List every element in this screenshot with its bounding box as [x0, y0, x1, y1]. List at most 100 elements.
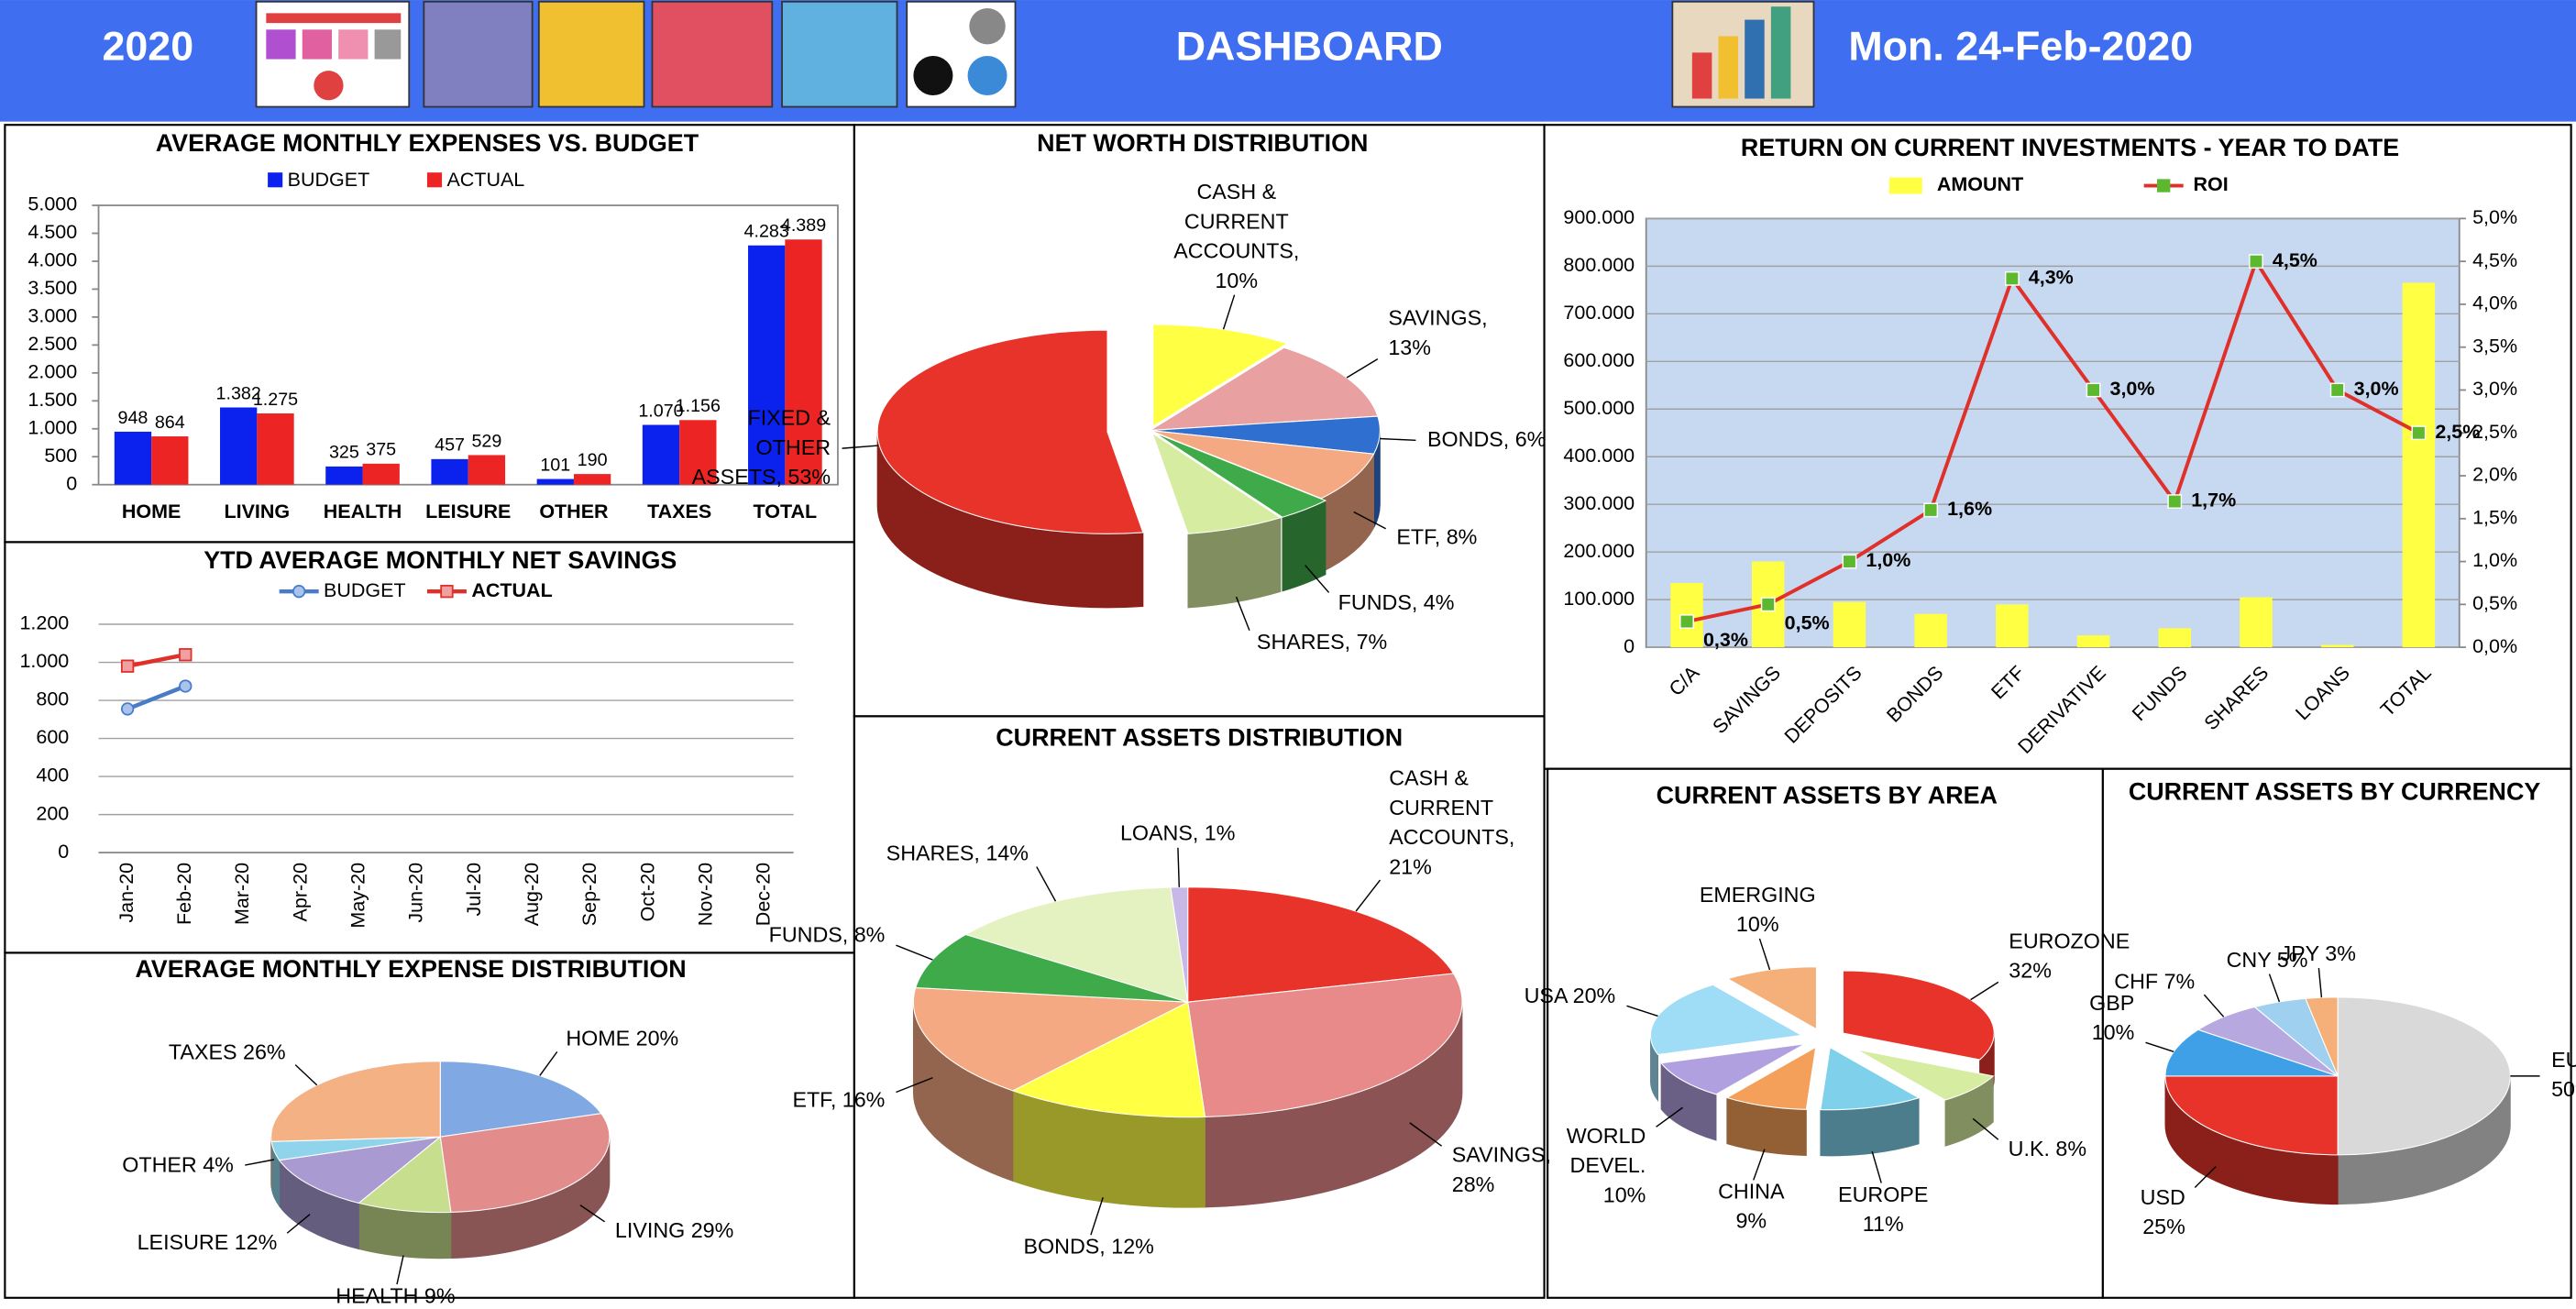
pie-label: WORLD [1567, 1124, 1646, 1148]
leader-line [1970, 981, 1999, 1001]
pie-label: CHINA [1718, 1179, 1785, 1203]
pie-slice [1153, 432, 1327, 518]
icon-part [967, 55, 1007, 95]
pie-slice [876, 329, 1144, 534]
pie-label: BONDS, 6% [1427, 427, 1546, 451]
chart-title: AVERAGE MONTHLY EXPENSES VS. BUDGET [156, 129, 699, 157]
pie-label: LOANS, 1% [1120, 821, 1236, 845]
data-label: 1,7% [2191, 490, 2236, 512]
panel [1547, 767, 2104, 1299]
line [127, 653, 186, 668]
pie-label: ASSETS, 53% [692, 465, 831, 489]
bar [1914, 613, 1947, 648]
header-title: DASHBOARD [1176, 24, 1443, 70]
data-label: 1.156 [676, 396, 721, 416]
legend-label: BUDGET [324, 579, 406, 601]
marker [2086, 382, 2101, 398]
pie-label: BONDS, 12% [1024, 1234, 1154, 1258]
leader-line [579, 1204, 606, 1223]
icon[interactable] [651, 0, 774, 108]
y-tick-label: 400 [36, 764, 69, 786]
pie-slice [1187, 886, 1455, 1003]
legend-label: ACTUAL [446, 169, 524, 191]
bar [2402, 282, 2436, 648]
legend-swatch [1888, 177, 1922, 194]
icon-part [266, 29, 296, 60]
icon[interactable] [781, 0, 898, 108]
pie-label: 10% [1736, 912, 1779, 936]
bar [220, 407, 258, 485]
x-tick-label: TOTAL [754, 500, 818, 522]
leader-line [1090, 1197, 1104, 1236]
chart-title: RETURN ON CURRENT INVESTMENTS - YEAR TO … [1741, 134, 2399, 161]
x-tick-label: May-20 [347, 863, 369, 929]
y-tick-label: 900.000 [1563, 206, 1635, 228]
icon-part [1691, 52, 1712, 99]
marker [2411, 425, 2427, 441]
data-label: 864 [155, 412, 185, 433]
pie-label: LIVING 29% [615, 1218, 733, 1242]
pie-label: FIXED & [747, 406, 831, 430]
bar [431, 458, 468, 485]
pie-slice [1820, 1046, 1921, 1111]
icon-part [1770, 6, 1791, 99]
leader-line [1222, 294, 1236, 330]
pie-label: DEVEL. [1570, 1153, 1646, 1177]
pie-label: OTHER [756, 435, 831, 459]
pie-label: ACCOUNTS, [1173, 239, 1299, 263]
x-tick-label: Nov-20 [694, 863, 716, 926]
marker [2004, 270, 2020, 286]
pie-label: EUROZONE [2009, 929, 2130, 952]
legend-swatch [268, 172, 283, 188]
data-label: 1.275 [253, 390, 298, 410]
y-tick-label: 500 [44, 445, 77, 467]
bar [362, 463, 400, 485]
legend-marker [440, 585, 454, 599]
icon-part [913, 55, 953, 95]
icon-part [1745, 19, 1765, 99]
leader-line [1758, 938, 1771, 971]
leader-line [2203, 994, 2225, 1018]
y-tick-label: 100.000 [1563, 588, 1635, 610]
pie-label: 10% [2092, 1020, 2135, 1044]
pie-sides [876, 430, 1381, 609]
y-tick-label: 1.500 [28, 389, 77, 411]
icon[interactable] [537, 0, 645, 108]
icon-part [266, 13, 402, 24]
pie-label: CURRENT [1389, 796, 1493, 820]
marker [1923, 502, 1939, 518]
y-tick-label: 4.500 [28, 221, 77, 243]
pie-slice [1152, 324, 1289, 427]
y2-tick-label: 3,5% [2472, 335, 2517, 357]
y2-tick-label: 5,0% [2472, 206, 2517, 228]
leader-line [1036, 866, 1057, 902]
bar [114, 431, 152, 485]
header-date: Mon. 24-Feb-2020 [1848, 24, 2193, 70]
pie-label: GBP [2089, 991, 2134, 1015]
data-label: 1.382 [216, 383, 261, 403]
legend-marker [292, 585, 306, 599]
leader-line [1346, 358, 1379, 379]
y-tick-label: 0 [58, 841, 69, 863]
y2-tick-label: 1,0% [2472, 549, 2517, 571]
data-label: 4,3% [2029, 267, 2074, 289]
data-label: 1,6% [1947, 498, 1992, 520]
header-icons [255, 0, 1815, 108]
icon[interactable] [423, 0, 534, 108]
line [1686, 257, 2420, 623]
pie-slice [964, 886, 1189, 1003]
marker [120, 702, 135, 716]
pie-label: 11% [1863, 1212, 1904, 1236]
pie-slice [1151, 432, 1282, 534]
x-tick-label: Jun-20 [405, 863, 427, 923]
pie-sides [1650, 1033, 1995, 1157]
pie-slice [1187, 973, 1463, 1117]
y2-tick-label: 4,5% [2472, 249, 2517, 271]
bar [536, 478, 574, 485]
pie-slice [1855, 1049, 1995, 1101]
x-tick-label: Jul-20 [463, 863, 485, 917]
pie-label: HEALTH 9% [336, 1283, 455, 1307]
line [127, 684, 187, 711]
y-tick-label: 600 [36, 726, 69, 748]
